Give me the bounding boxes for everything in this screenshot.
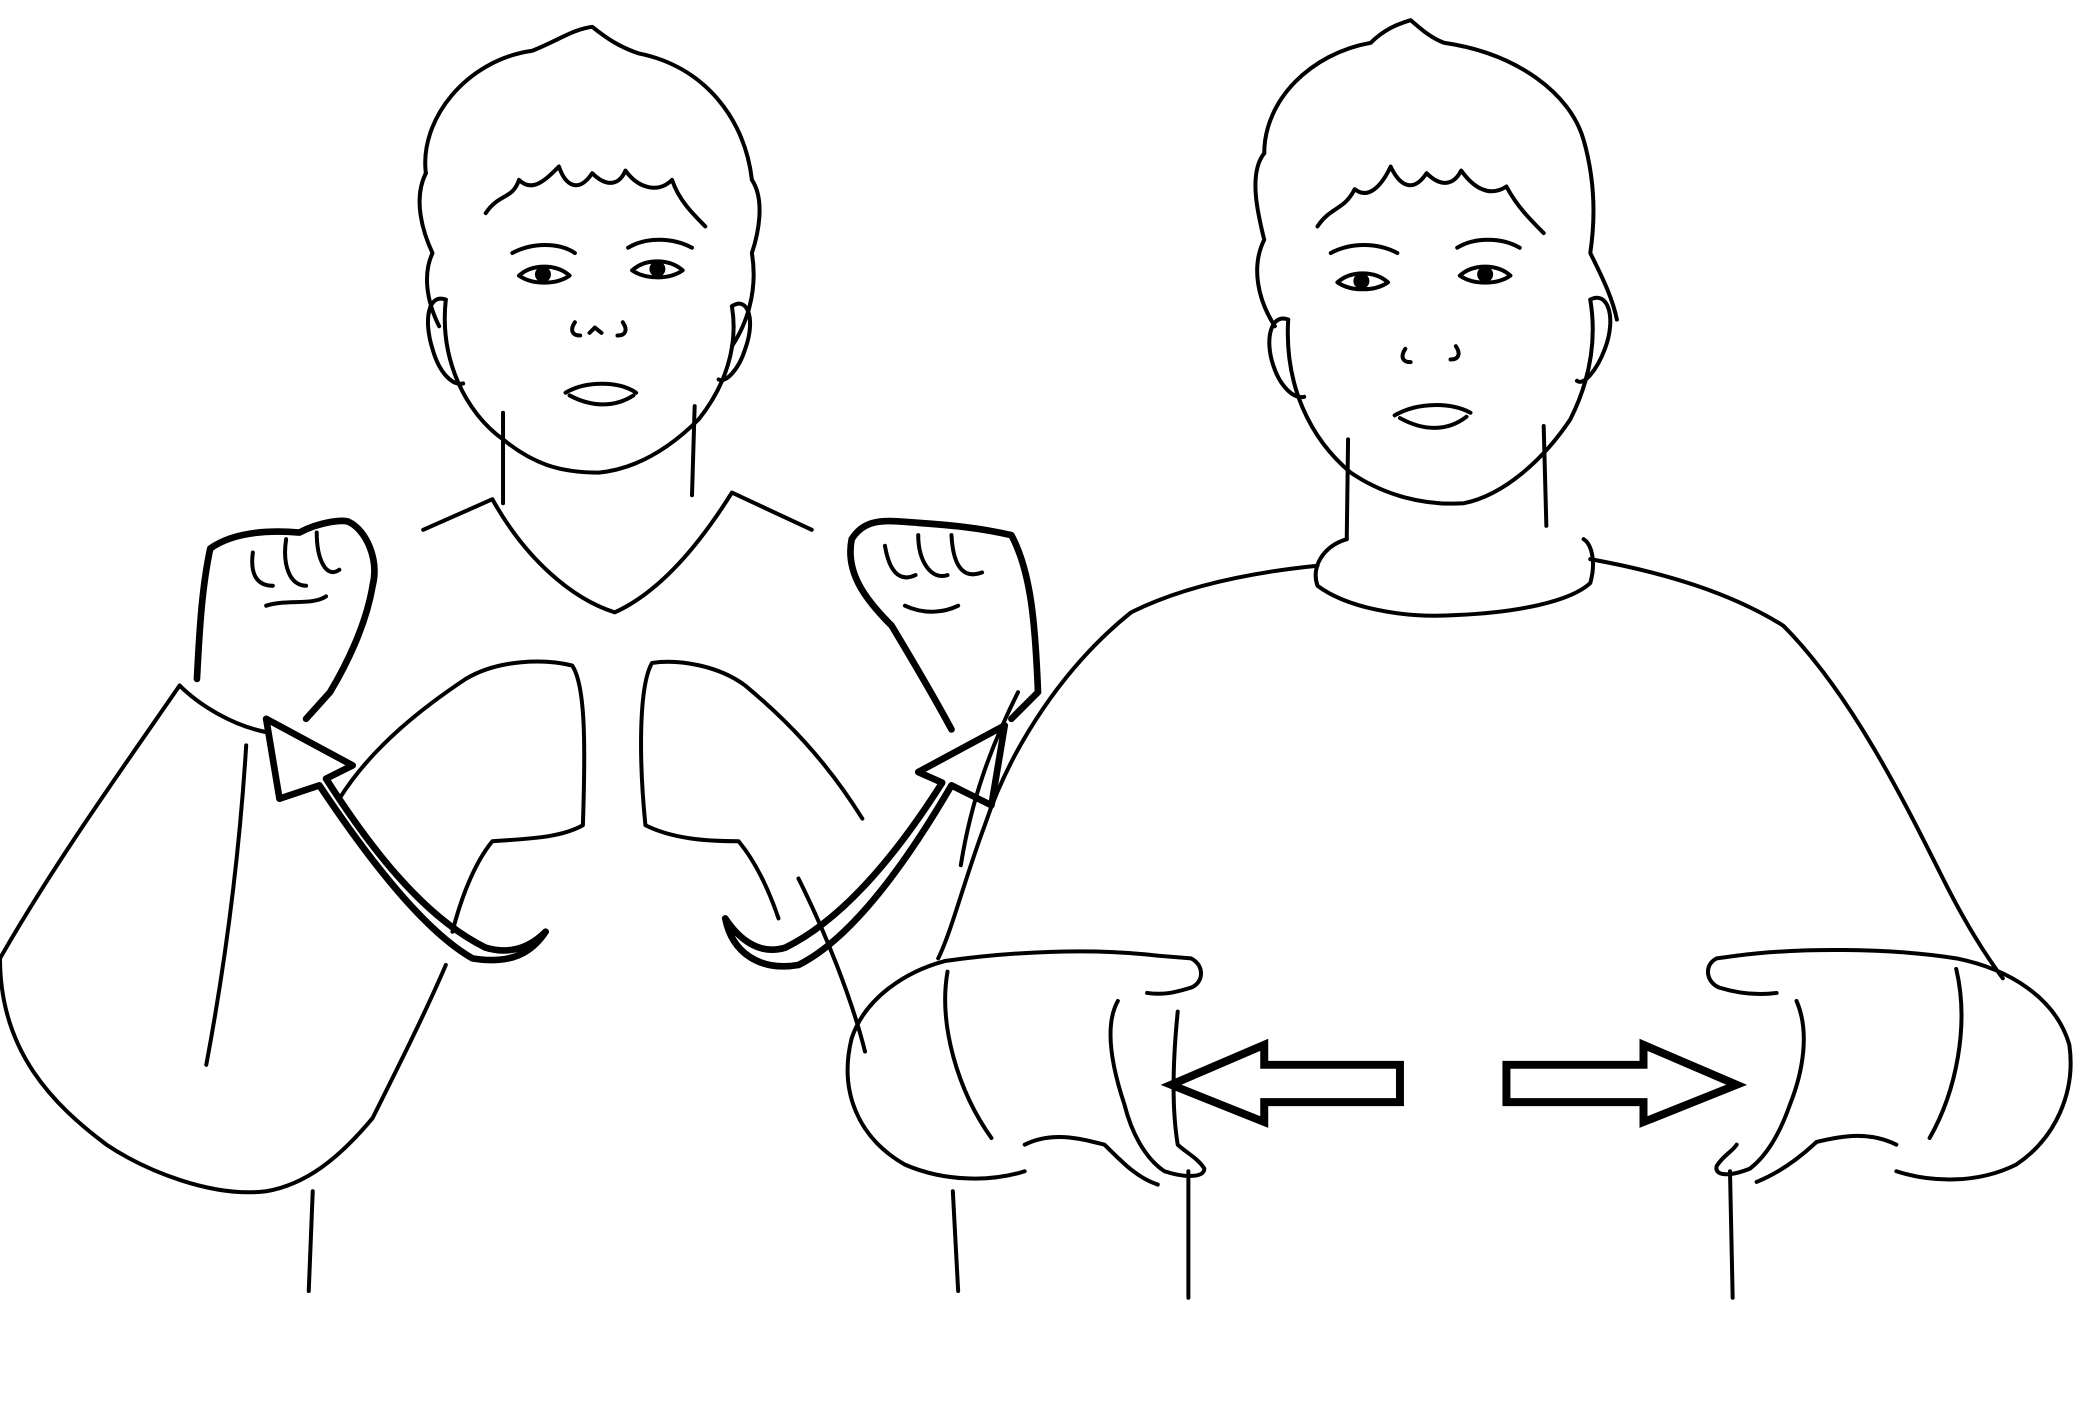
bangs — [483, 164, 708, 229]
forearm-right — [1734, 948, 2073, 1182]
pupil-right — [649, 261, 666, 277]
eye-left — [517, 264, 572, 285]
pupil-left — [1353, 273, 1370, 289]
brow-left — [1328, 243, 1400, 256]
mouth — [1392, 403, 1473, 430]
arm-left — [0, 683, 448, 1195]
hair — [423, 24, 762, 349]
arrow-left — [1160, 1038, 1404, 1128]
face — [1285, 297, 1595, 506]
right-figure — [845, 18, 2073, 1300]
pupil-left — [534, 266, 551, 283]
eye-right — [1457, 264, 1513, 285]
collar — [421, 490, 814, 615]
forearm-left — [845, 949, 1160, 1181]
neck — [1344, 424, 1549, 542]
hair-left-side — [1253, 151, 1277, 329]
hair — [1262, 18, 1619, 322]
forearm-left-inner — [204, 743, 249, 1067]
ear-right — [716, 301, 753, 383]
face — [442, 297, 736, 475]
ear-left — [425, 296, 466, 386]
pupil-right — [1477, 266, 1494, 283]
brow-right — [626, 237, 694, 250]
brow-right — [1455, 237, 1522, 250]
torso-lines — [1186, 1169, 1735, 1300]
brow-left — [510, 243, 577, 256]
arrow-right — [1502, 1038, 1748, 1128]
fist-left — [193, 517, 378, 723]
torso-lines — [306, 876, 961, 1294]
arm-right — [958, 690, 1021, 868]
ear-right — [1574, 295, 1613, 384]
eye-left — [1335, 271, 1390, 292]
shoulders — [936, 557, 2005, 981]
neck — [501, 404, 697, 506]
eye-right — [630, 259, 685, 280]
cuff-left — [177, 683, 269, 735]
collar — [1313, 537, 1595, 618]
left-figure — [0, 24, 1042, 1294]
arrow-left — [262, 715, 549, 964]
mouth — [563, 381, 639, 407]
nose — [570, 320, 628, 338]
fist-right-fingers — [882, 533, 985, 614]
fist-center-right — [639, 659, 865, 921]
fist-center-left — [337, 659, 587, 934]
fist-left-fingers — [250, 530, 342, 608]
nose — [1400, 344, 1461, 365]
bangs — [1315, 164, 1546, 236]
hand-right — [1706, 953, 1899, 1184]
ear-left — [1267, 316, 1307, 400]
fist-right — [847, 517, 1042, 733]
hair-left-side — [417, 171, 442, 329]
